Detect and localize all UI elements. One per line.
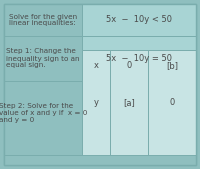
- Text: 5x  −  10y < 50: 5x − 10y < 50: [106, 16, 172, 25]
- Bar: [110, 50, 148, 165]
- Text: 5x  −  10y = 50: 5x − 10y = 50: [106, 54, 172, 63]
- Bar: [82, 50, 110, 81]
- Bar: [4, 81, 82, 165]
- Text: [b]: [b]: [166, 61, 178, 70]
- Bar: [4, 4, 82, 36]
- Text: Step 2: Solve for the
value of x and y if  x = 0
and y = 0: Step 2: Solve for the value of x and y i…: [0, 103, 87, 123]
- Bar: [148, 50, 196, 165]
- Bar: [82, 50, 110, 165]
- Bar: [148, 50, 196, 81]
- Bar: [110, 50, 148, 81]
- Text: Solve for the given
linear inequalities:: Solve for the given linear inequalities:: [9, 14, 77, 27]
- Bar: [4, 155, 196, 165]
- Text: Step 1: Change the
inequality sign to an
equal sign.: Step 1: Change the inequality sign to an…: [6, 49, 80, 68]
- Bar: [82, 4, 196, 36]
- Text: y: y: [94, 98, 98, 107]
- Text: 0: 0: [169, 98, 175, 107]
- Bar: [82, 36, 196, 81]
- Text: [a]: [a]: [123, 98, 135, 107]
- Text: 0: 0: [126, 61, 132, 70]
- Bar: [4, 36, 82, 81]
- Text: x: x: [94, 61, 98, 70]
